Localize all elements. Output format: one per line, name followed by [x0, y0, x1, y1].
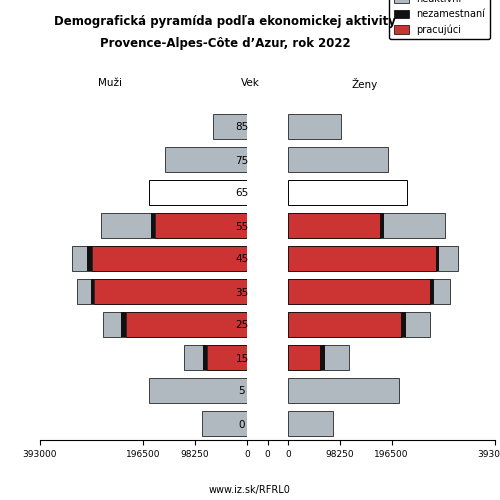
Bar	[288, 378, 399, 403]
Bar	[126, 312, 247, 337]
Bar	[154, 213, 247, 238]
Bar	[288, 312, 402, 337]
Bar	[88, 246, 92, 271]
Text: Demografická pyramída podľa ekonomickej aktivity: Demografická pyramída podľa ekonomickej …	[54, 15, 396, 28]
Bar	[288, 312, 430, 337]
Bar	[288, 411, 333, 436]
Bar	[184, 345, 247, 370]
Bar	[288, 345, 320, 370]
Bar	[288, 213, 445, 238]
Legend: neaktívni, nezamestnaní, pracujúci: neaktívni, nezamestnaní, pracujúci	[389, 0, 490, 40]
Text: Muži: Muži	[98, 78, 122, 88]
Text: www.iz.sk/RFRL0: www.iz.sk/RFRL0	[209, 485, 291, 495]
Bar	[212, 114, 247, 139]
Bar	[436, 246, 439, 271]
Bar	[320, 345, 325, 370]
Bar	[288, 279, 450, 304]
Bar	[150, 378, 247, 403]
Bar	[288, 345, 348, 370]
Bar	[288, 246, 436, 271]
Bar	[78, 279, 247, 304]
Bar	[288, 114, 341, 139]
Bar	[288, 180, 406, 205]
Bar	[90, 279, 94, 304]
Bar	[202, 345, 207, 370]
Bar	[150, 180, 247, 205]
Bar	[380, 213, 384, 238]
Bar	[430, 279, 434, 304]
Bar	[288, 213, 380, 238]
Bar	[165, 147, 247, 172]
Text: Provence-Alpes-Côte d’Azur, rok 2022: Provence-Alpes-Côte d’Azur, rok 2022	[100, 38, 350, 51]
Bar	[121, 312, 126, 337]
Bar	[288, 279, 430, 304]
Bar	[150, 213, 154, 238]
Bar	[102, 312, 247, 337]
Bar	[92, 246, 247, 271]
Bar	[288, 147, 388, 172]
Bar	[72, 246, 247, 271]
Text: Vek: Vek	[240, 78, 260, 88]
Bar	[100, 213, 247, 238]
Bar	[402, 312, 406, 337]
Bar	[288, 246, 458, 271]
Bar	[208, 345, 247, 370]
Text: Ženy: Ženy	[352, 78, 378, 90]
Bar	[94, 279, 247, 304]
Bar	[202, 411, 247, 436]
